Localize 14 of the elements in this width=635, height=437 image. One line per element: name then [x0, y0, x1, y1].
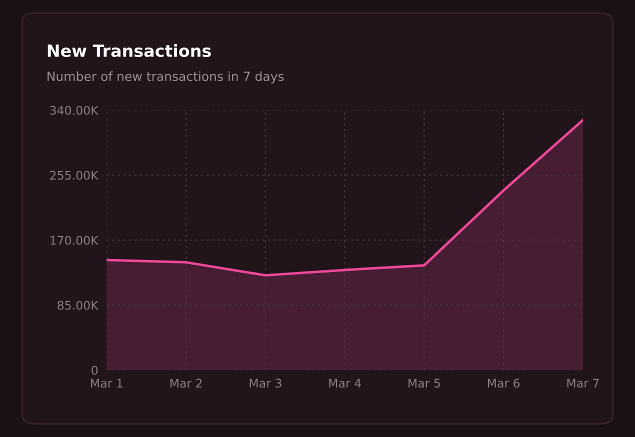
- x-tick-label: Mar 2: [170, 378, 202, 388]
- y-tick-label: 85.00K: [58, 300, 99, 310]
- y-tick-label: 340.00K: [50, 106, 99, 115]
- chart-subtitle: Number of new transactions in 7 days: [48, 71, 284, 84]
- y-tick-label: 255.00K: [50, 170, 99, 180]
- x-tick-label: Mar 5: [408, 378, 440, 388]
- x-tick-label: Mar 1: [91, 378, 122, 388]
- x-tick-label: Mar 7: [567, 378, 599, 388]
- y-tick-label: 0: [92, 366, 98, 375]
- chart-title: New Transactions: [48, 44, 211, 58]
- x-tick-label: Mar 3: [250, 378, 282, 388]
- x-tick-label: Mar 6: [488, 378, 520, 388]
- y-tick-label: 170.00K: [50, 236, 99, 245]
- x-tick-label: Mar 4: [329, 378, 361, 388]
